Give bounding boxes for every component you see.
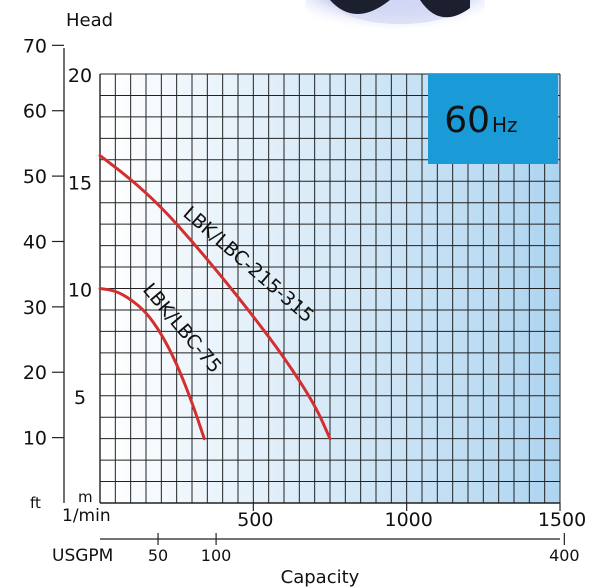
x-axis-title: Capacity — [281, 567, 360, 587]
ft-axis: 10 20 30 40 50 60 70 — [23, 35, 64, 450]
m-tick-label: 15 — [68, 172, 92, 194]
capacity-tick-label: 1500 — [538, 509, 586, 531]
series-line — [98, 154, 332, 441]
usgpm-tick-label: 50 — [148, 546, 168, 565]
ft-tick-label: 50 — [23, 166, 47, 188]
capacity-tick-label: 1000 — [384, 509, 432, 531]
frequency-badge: 60 Hz — [428, 74, 558, 164]
y-axis-title: Head — [66, 10, 113, 31]
ft-tick-label: 70 — [23, 35, 47, 57]
m-tick-label: 20 — [68, 65, 92, 87]
frequency-value: 60 — [444, 100, 490, 141]
usgpm-axis: 50 100 400 — [148, 533, 580, 565]
logo-swirl — [305, 0, 485, 39]
capacity-axis: 500 1000 1500 — [237, 503, 586, 531]
usgpm-unit-label: USGPM — [52, 546, 113, 566]
m-axis: 5 10 15 20 — [68, 65, 92, 409]
ft-tick-label: 60 — [23, 101, 47, 123]
capacity-tick-label: 500 — [237, 509, 273, 531]
usgpm-tick-label: 100 — [201, 546, 232, 565]
series-line — [98, 287, 206, 441]
ft-tick-label: 20 — [23, 362, 47, 384]
ft-unit-label: ft — [30, 494, 41, 512]
ft-tick-label: 30 — [23, 297, 47, 319]
m-tick-label: 5 — [74, 387, 86, 409]
ft-tick-label: 40 — [23, 231, 47, 253]
ft-tick-label: 10 — [23, 428, 47, 450]
frequency-unit: Hz — [492, 113, 518, 137]
usgpm-tick-label: 400 — [549, 546, 580, 565]
m-tick-label: 10 — [68, 280, 92, 302]
lpm-unit-label: 1/min — [62, 506, 111, 526]
m-unit-label: m — [78, 488, 93, 506]
